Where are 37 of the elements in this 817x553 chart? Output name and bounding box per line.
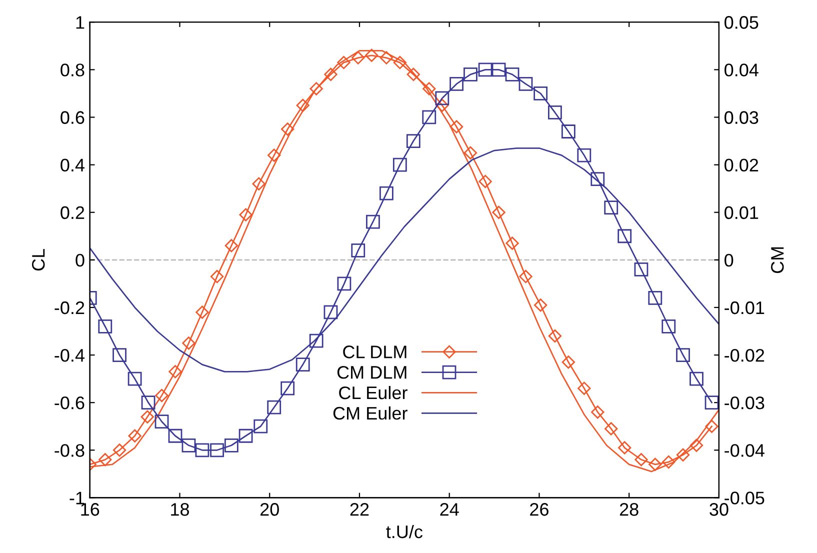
- y-tick-label: 0.6: [60, 111, 84, 124]
- legend-label: CM DLM: [337, 366, 406, 379]
- y2-tick-label: -0.03: [724, 396, 764, 410]
- y-tick-label: 0.8: [60, 64, 84, 76]
- x-tick-label: 20: [260, 503, 279, 516]
- y2-tick-label: -0.04: [724, 444, 764, 457]
- y-tick-label: 1: [76, 16, 84, 29]
- y2-tick-label: 0.04: [724, 64, 758, 76]
- y2-tick-label: 0.02: [724, 158, 758, 172]
- y2-tick-label: 0: [724, 254, 734, 267]
- y-axis-title: CL: [32, 248, 45, 271]
- legend-label: CL DLM: [343, 346, 406, 358]
- y-tick-label: -0.8: [54, 444, 84, 457]
- y2-tick-label: -0.02: [724, 348, 764, 362]
- y2-axis-title: CM: [771, 247, 784, 274]
- y2-tick-label: 0.01: [724, 206, 758, 220]
- y-tick-label: -0.6: [54, 396, 84, 410]
- y2-tick-label: 0.03: [724, 111, 758, 124]
- x-tick-label: 30: [710, 503, 728, 516]
- x-tick-label: 22: [350, 503, 369, 516]
- x-tick-label: 18: [171, 503, 189, 516]
- x-tick-label: 28: [620, 503, 638, 516]
- x-axis-title: t.U/c: [386, 524, 422, 538]
- y-tick-label: -0.2: [54, 301, 84, 314]
- y-tick-label: -0.4: [54, 348, 84, 362]
- y-tick-label: -1: [70, 492, 84, 504]
- legend-label: CM Euler: [333, 406, 408, 420]
- y2-tick-label: -0.01: [724, 301, 764, 314]
- legend-label: CL Euler: [339, 386, 408, 400]
- y2-tick-label: 0.05: [724, 16, 758, 29]
- y-tick-label: 0.4: [60, 158, 84, 172]
- y-tick-label: 0: [76, 254, 84, 267]
- y-tick-label: 0.2: [60, 206, 84, 220]
- x-tick-label: 24: [440, 503, 459, 516]
- x-tick-label: 16: [81, 503, 100, 516]
- x-tick-label: 26: [530, 503, 548, 516]
- y2-tick-label: -0.05: [724, 492, 764, 504]
